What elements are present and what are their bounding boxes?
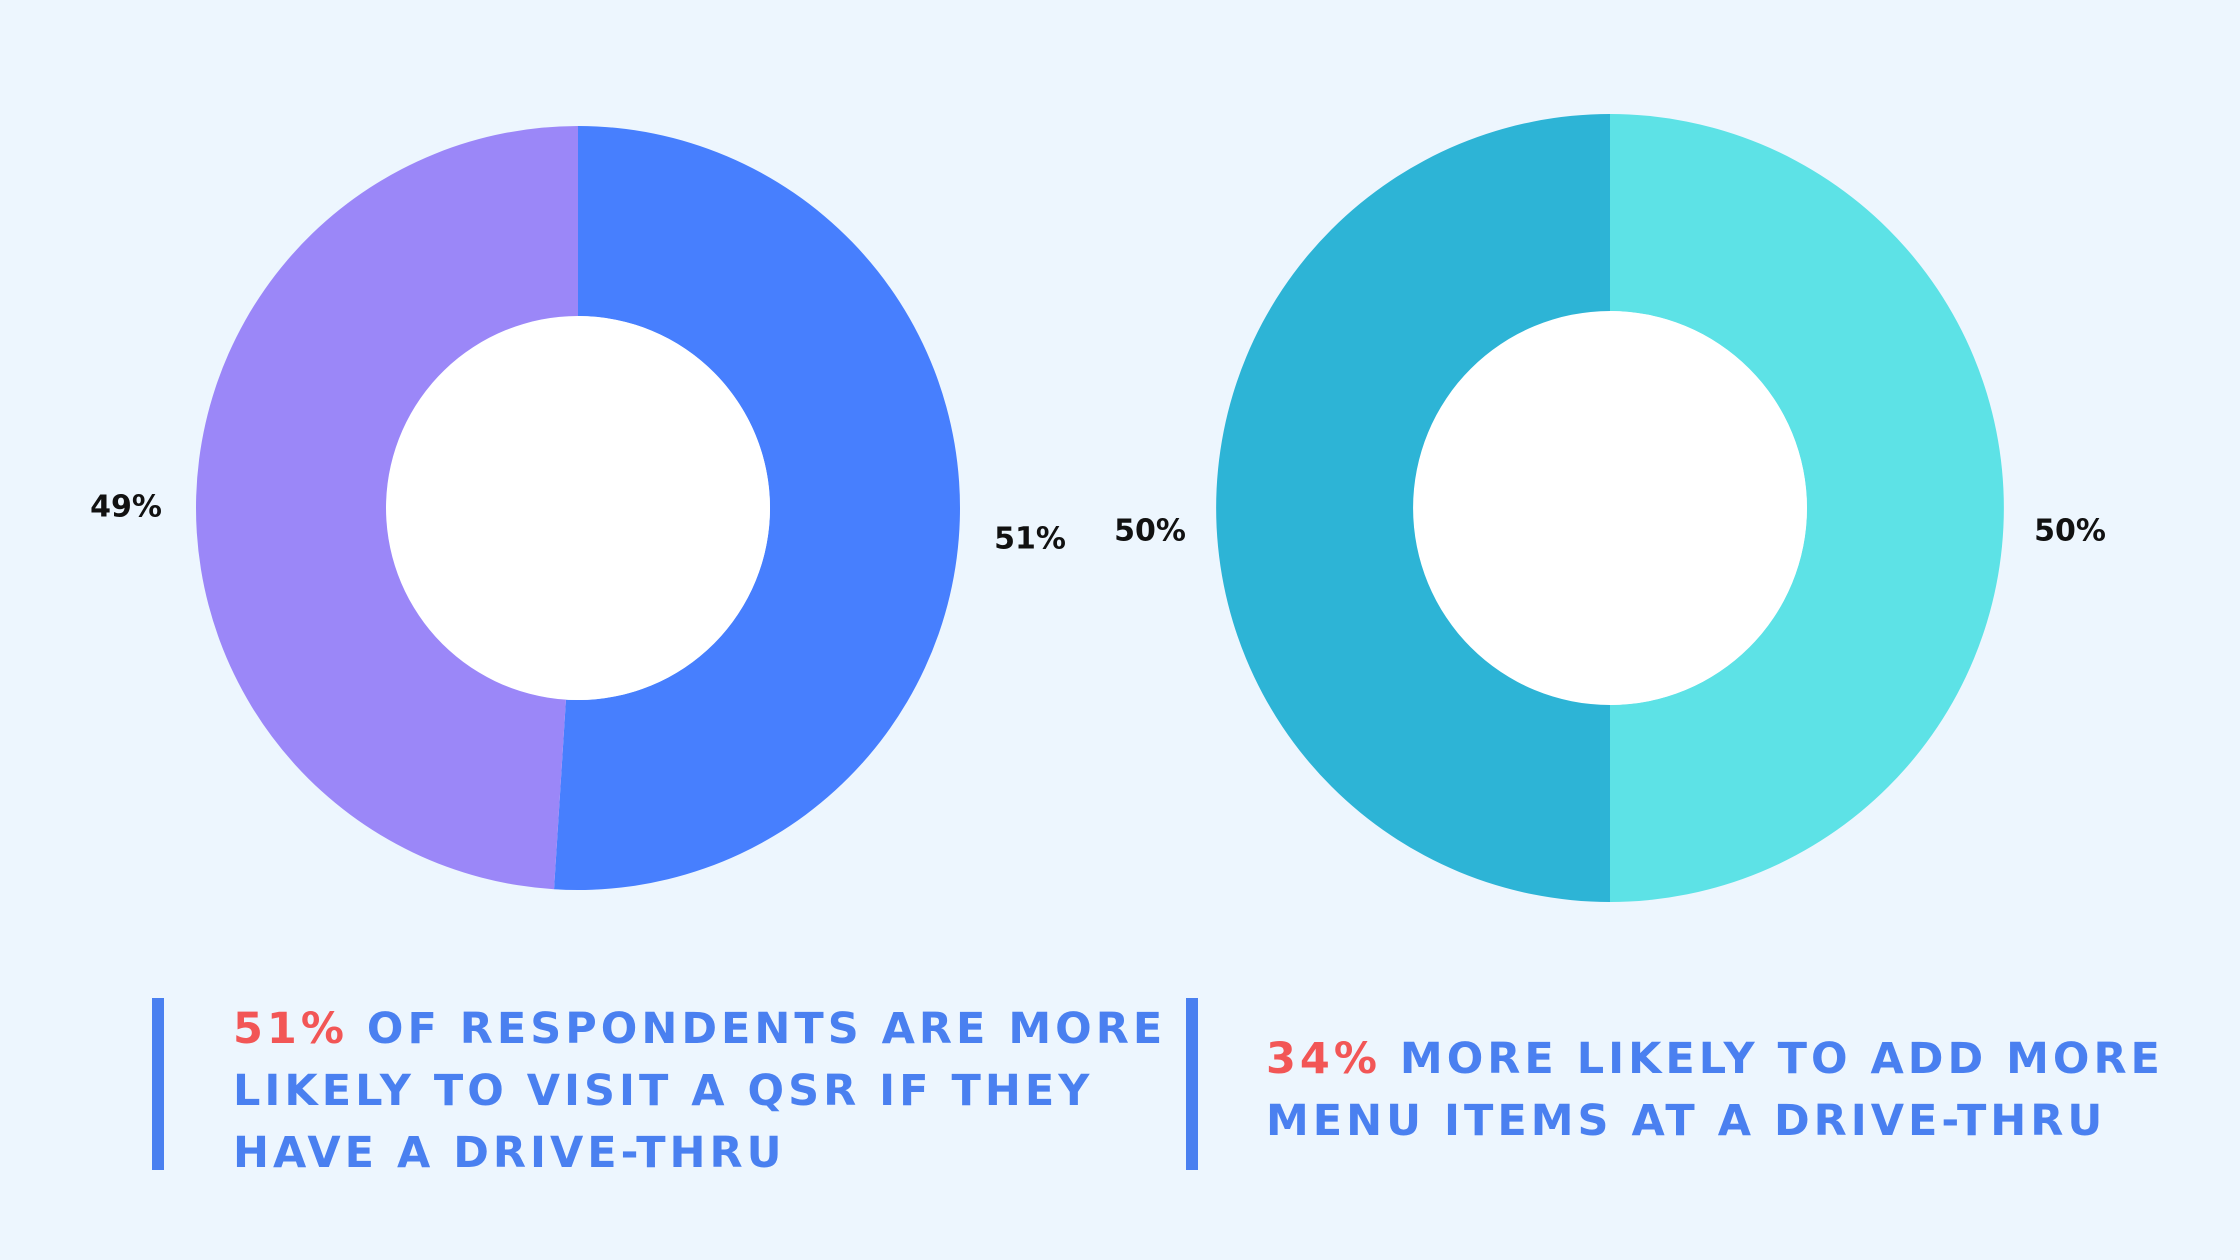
- donut-slice: [554, 126, 961, 891]
- caption-highlight: 51%: [233, 1004, 348, 1054]
- caption-line-1: 34% MORE LIKELY TO ADD MORE: [1266, 1028, 2164, 1090]
- caption-line-1: 51% OF RESPONDENTS ARE MORE: [233, 998, 1166, 1060]
- slice-label: 50%: [1114, 514, 1186, 549]
- caption-line-2: LIKELY TO VISIT A QSR IF THEY: [233, 1066, 1094, 1116]
- caption-accent-bar: [1186, 998, 1198, 1170]
- caption-line-1-rest: OF RESPONDENTS ARE MORE: [347, 1004, 1167, 1054]
- caption-accent-bar: [152, 998, 164, 1170]
- caption-line-3: HAVE A DRIVE-THRU: [233, 1128, 786, 1178]
- caption-line-1-rest: MORE LIKELY TO ADD MORE: [1380, 1034, 2164, 1084]
- caption-text: 51% OF RESPONDENTS ARE MORE LIKELY TO VI…: [233, 998, 1166, 1184]
- slice-label: 51%: [994, 522, 1066, 557]
- slice-label: 50%: [2034, 514, 2106, 549]
- donut-chart-2: 50% 50%: [1114, 114, 2106, 902]
- caption-drive-thru-visit: 51% OF RESPONDENTS ARE MORE LIKELY TO VI…: [152, 998, 1162, 1178]
- caption-highlight: 34%: [1266, 1034, 1381, 1084]
- caption-line-2: MENU ITEMS AT A DRIVE-THRU: [1266, 1096, 2107, 1146]
- donut-slice: [196, 126, 578, 890]
- slice-label: 49%: [90, 490, 162, 525]
- donut-hole: [386, 316, 770, 700]
- donut-chart-1: 51% 49%: [90, 126, 1066, 891]
- caption-text: 34% MORE LIKELY TO ADD MORE MENU ITEMS A…: [1266, 1028, 2164, 1152]
- donut-hole: [1413, 311, 1807, 705]
- donut-slice: [1216, 114, 1610, 902]
- caption-menu-items: 34% MORE LIKELY TO ADD MORE MENU ITEMS A…: [1186, 998, 2166, 1173]
